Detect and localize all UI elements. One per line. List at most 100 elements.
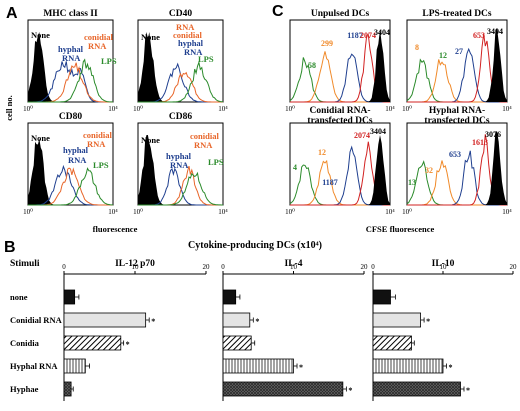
cfse-title: Hyphal RNA- (429, 106, 485, 116)
plot-frame (406, 122, 508, 206)
x-tick-label: 10 (290, 263, 298, 271)
x-tick-label: 0 (62, 263, 66, 271)
division-count: 4 (293, 163, 297, 172)
significance-marker: * (255, 317, 259, 326)
division-count: 1187 (322, 178, 338, 187)
unstimulated-histogram (290, 135, 390, 205)
stimulus-label: Conidia (10, 338, 40, 348)
tick-label: 10⁰ (133, 208, 143, 216)
division-count: 2074 (354, 131, 370, 140)
cytokine-chart: IL-4 0 10 20 * * * (221, 259, 368, 401)
bar (222, 312, 251, 328)
x-tick-label: 0 (221, 263, 225, 271)
series-label: conidial (190, 131, 219, 141)
bar (372, 312, 421, 328)
division-count: 12 (439, 51, 447, 60)
series-label: conidial (83, 130, 112, 140)
series-label: hyphal (166, 151, 192, 161)
bar (372, 289, 391, 305)
division-count: 1613 (472, 138, 488, 147)
bar (63, 312, 147, 328)
tick-label: 10⁰ (133, 105, 143, 113)
panel-b-chart: none Conidial RNA Conidia Hyphal RNA Hyphae I… (10, 259, 517, 401)
lps-histogram (28, 167, 113, 206)
plot-frame (289, 122, 391, 206)
panel-a-label: A (6, 5, 18, 22)
series-label: None (31, 133, 50, 143)
division-count: 653 (473, 31, 485, 40)
unstimulated-histogram (290, 29, 390, 102)
tick-label: 10⁴ (385, 105, 395, 113)
significance-marker: * (466, 386, 470, 395)
significance-marker: * (299, 363, 303, 372)
histogram-panel: MHC class IINonehyphalRNAconidialRNALPS1… (23, 9, 118, 113)
series-label: None (141, 135, 160, 145)
bar (222, 358, 294, 374)
significance-marker: * (348, 386, 352, 395)
division-count: 3404 (374, 28, 390, 37)
cfse-panel: LPS-treated DCs 8 12 27 653 3404 10⁰ 10⁴ (402, 9, 512, 113)
division-count: 3404 (370, 127, 386, 136)
tick-label: 10⁴ (218, 208, 228, 216)
none-histogram (138, 32, 223, 102)
division-count: 3076 (485, 130, 501, 139)
division-count: 12 (318, 148, 326, 157)
tick-label: 10⁴ (108, 105, 118, 113)
panel-b-title: Cytokine-producing DCs (x10⁴) (188, 240, 322, 251)
tick-label: 10⁴ (108, 208, 118, 216)
cfse-title: transfected DCs (424, 116, 489, 126)
tick-label: 10⁰ (285, 208, 295, 216)
cytokine-chart: IL-10 0 10 20 * * * (371, 259, 517, 401)
panel-c-xlabel: CFSE fluorescence (366, 224, 435, 234)
series-label: RNA (68, 155, 87, 165)
panel-b-label: B (4, 239, 16, 256)
bar (63, 358, 86, 374)
x-tick-label: 10 (132, 263, 140, 271)
tick-label: 10⁰ (402, 105, 412, 113)
series-label: RNA (88, 41, 107, 51)
unstimulated-histogram (407, 131, 507, 205)
series-label: RNA (184, 47, 203, 57)
bar (222, 289, 237, 305)
stimulus-label: none (10, 292, 28, 302)
cfse-title: LPS-treated DCs (422, 9, 492, 19)
histogram-title: CD40 (169, 9, 192, 19)
bar (63, 381, 72, 397)
cfse-title: Unpulsed DCs (311, 9, 370, 19)
cytokine-chart: IL-12 p70 0 10 20 * * (62, 259, 210, 401)
series-label: LPS (101, 56, 117, 66)
cytokine-title: IL-4 (285, 259, 303, 269)
division-count: 13 (408, 178, 416, 187)
series-label: RNA (87, 139, 106, 149)
tick-label: 10⁰ (402, 208, 412, 216)
x-tick-label: 10 (440, 263, 448, 271)
series-label: hyphal (178, 38, 204, 48)
series-label: RNA (194, 140, 213, 150)
division-count: 8 (415, 43, 419, 52)
panel-a-xlabel: fluorescence (93, 224, 138, 234)
tick-label: 10⁰ (23, 208, 33, 216)
significance-marker: * (151, 317, 155, 326)
none-histogram (28, 138, 113, 205)
division-count: 27 (455, 47, 463, 56)
series-label: conidial (84, 32, 113, 42)
division-count: 32 (425, 166, 433, 175)
histogram-title: MHC class II (43, 9, 98, 19)
cfse-title: transfected DCs (307, 116, 372, 126)
division-count: 299 (321, 39, 333, 48)
lps-histogram (138, 171, 223, 206)
series-label: hyphal (58, 44, 84, 54)
cytokine-title: IL-12 p70 (115, 259, 155, 269)
x-tick-label: 20 (203, 263, 211, 271)
series-label: LPS (93, 160, 109, 170)
cytokine-title: IL-10 (432, 259, 455, 269)
series-label: LPS (208, 157, 224, 167)
stimuli-header: Stimuli (10, 259, 40, 269)
tick-label: 10⁰ (285, 105, 295, 113)
x-tick-label: 0 (371, 263, 375, 271)
